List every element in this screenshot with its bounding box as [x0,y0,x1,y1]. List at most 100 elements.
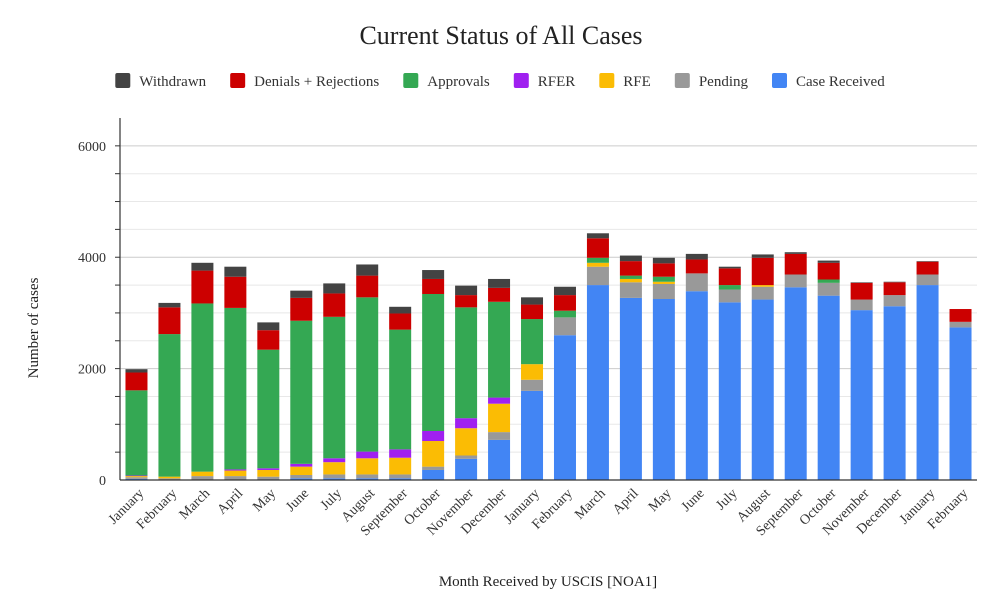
bar-segment-pending [257,476,280,480]
bar-segment-case-received [718,302,741,480]
bar-segment-withdrawn [422,270,445,279]
bar-segment-rfe [290,466,313,475]
bar-stack [422,270,445,480]
bar-segment-pending [290,474,313,479]
bar-stack [652,257,675,480]
bar-segment-approvals [455,307,478,419]
bar-segment-pending [850,299,873,311]
bar-segment-denials-rejections [652,263,675,277]
x-tick-label: March [572,486,608,522]
bar-stack [224,266,247,480]
bar-segment-case-received [685,291,708,480]
legend-label: RFE [623,74,651,90]
bar-segment-case-received [652,299,675,480]
bar-segment-pending [718,289,741,303]
bar-segment-rfer [224,469,247,471]
bar-segment-denials-rejections [488,287,511,302]
bar-segment-denials-rejections [356,275,379,298]
bar-segment-denials-rejections [553,295,576,311]
bar-segment-approvals [586,257,609,263]
bar-segment-pending [586,266,609,286]
bar-stack [191,262,214,480]
bar-segment-rfe [191,471,214,477]
bar-segment-pending [619,282,642,298]
bar-segment-rfer [422,430,445,442]
bar-segment-approvals [619,275,642,279]
bar-stack [257,322,280,480]
bar-segment-denials-rejections [619,261,642,276]
y-tick-label: 6000 [78,140,106,155]
bar-segment-withdrawn [619,255,642,262]
bar-stack [784,252,807,480]
bar-stack [685,253,708,480]
bar-segment-rfer [290,463,313,467]
bar-stack [356,264,379,480]
bar-segment-pending [323,474,346,479]
bar-segment-case-received [751,299,774,480]
bar-segment-withdrawn [356,264,379,276]
bar-segment-pending [521,379,544,391]
bar-segment-denials-rejections [191,270,214,304]
bar-segment-denials-rejections [224,276,247,308]
x-tick-label: July [318,486,345,513]
legend-label: Denials + Rejections [254,74,379,90]
bar-stack [488,278,511,480]
bar-segment-withdrawn [389,306,412,314]
bar-segment-withdrawn [488,278,511,288]
bar-segment-case-received [850,310,873,480]
bar-segment-case-received [784,287,807,480]
bar-stack [883,281,906,480]
bar-segment-rfe [257,469,280,477]
bar-stack [817,260,840,480]
legend: Withdrawn Denials + Rejections Approvals RF… [115,73,885,90]
bar-segment-denials-rejections [817,262,840,280]
legend-item-case-received: Case Received [771,73,885,90]
bars [125,233,972,480]
bar-segment-case-received [422,469,445,480]
bar-segment-rfer [455,418,478,429]
bar-segment-withdrawn [718,266,741,269]
legend-label: Case Received [796,74,885,90]
bar-segment-withdrawn [652,257,675,264]
bar-segment-approvals [718,285,741,290]
legend-label: Approvals [427,74,490,90]
bar-segment-denials-rejections [257,330,280,350]
bar-segment-withdrawn [784,252,807,254]
bar-stack [718,266,741,480]
bar-segment-withdrawn [521,297,544,305]
bar-segment-case-received [883,306,906,480]
bar-segment-withdrawn [850,282,873,283]
legend-item-rfe: RFE [599,73,651,90]
legend-item-denials-rejections: Denials + Rejections [230,73,379,90]
bar-segment-withdrawn [191,262,214,271]
bar-stack [916,261,939,480]
bar-segment-case-received [323,478,346,480]
bar-segment-withdrawn [916,261,939,262]
bar-stack [521,297,544,480]
bar-segment-rfer [389,449,412,458]
legend-swatch [403,73,419,88]
bar-segment-approvals [356,297,379,452]
bar-segment-denials-rejections [323,293,346,317]
legend-swatch [115,73,131,88]
legend-item-pending: Pending [674,73,748,90]
bar-stack [290,290,313,480]
bar-segment-approvals [290,320,313,464]
y-tick-label: 2000 [78,363,106,378]
y-axis-label: Number of cases [26,277,42,378]
bar-segment-case-received [356,478,379,480]
bar-segment-pending [949,321,972,328]
bar-segment-pending [158,478,181,480]
legend-swatch [599,73,615,88]
bar-stack [323,283,346,480]
bar-segment-approvals [125,390,148,476]
bar-segment-case-received [389,478,412,480]
bar-segment-rfer [323,458,346,463]
chart-title: Current Status of All Cases [359,21,642,50]
bar-stack [553,286,576,480]
bar-segment-approvals [191,303,214,472]
bar-segment-pending [652,283,675,299]
y-tick-label: 4000 [78,251,106,266]
bar-segment-rfe [652,281,675,284]
